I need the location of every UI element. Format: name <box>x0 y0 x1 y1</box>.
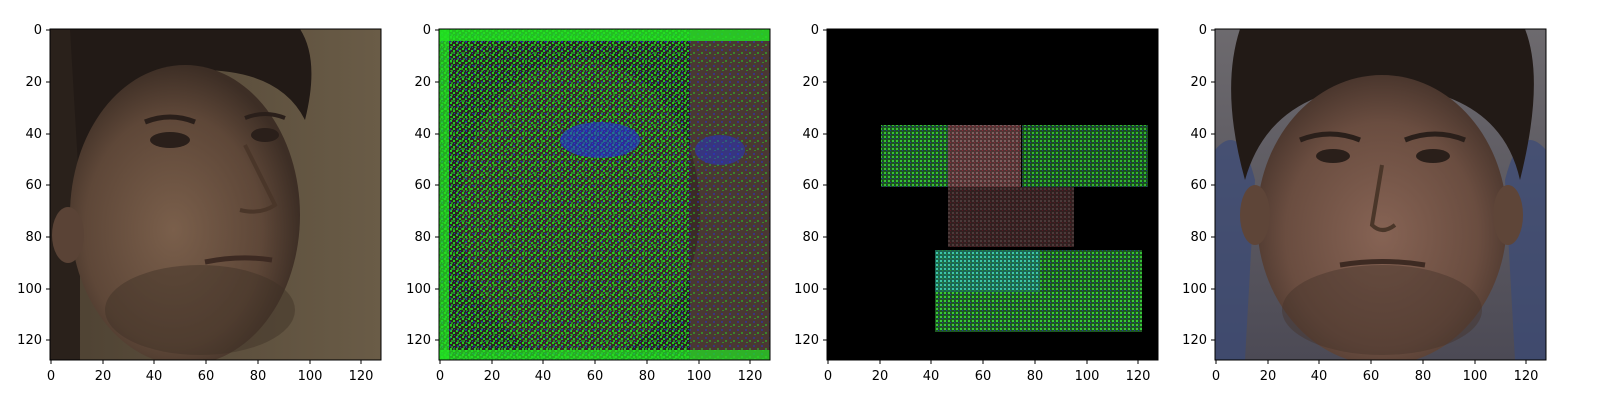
y-tick-label: 100 <box>1182 282 1207 297</box>
block-patches-image <box>827 29 1158 360</box>
panel-source-face: 0 20 40 60 80 100 120 0 20 40 60 80 100 … <box>17 23 382 384</box>
x-tick-label: 80 <box>1027 369 1044 384</box>
y-tick-label: 0 <box>1199 23 1207 38</box>
y-tick-label: 20 <box>1190 75 1207 90</box>
panel-block-patches: 0 20 40 60 80 100 120 0 20 40 60 80 100 … <box>794 23 1159 384</box>
y-tick-label: 60 <box>1190 178 1207 193</box>
x-tick-label: 60 <box>587 369 604 384</box>
y-tick-label: 0 <box>811 23 819 38</box>
x-tick-label: 60 <box>1363 369 1380 384</box>
x-tick-label: 0 <box>824 369 832 384</box>
source-face-image <box>50 29 381 360</box>
panel-block-patches-y-ticks: 0 20 40 60 80 100 120 <box>794 23 827 348</box>
panel-source-face-y-ticks: 0 20 40 60 80 100 120 <box>17 23 50 348</box>
panel-noise-overlay: 0 20 40 60 80 100 120 0 20 40 60 80 100 … <box>406 23 771 384</box>
y-tick-label: 80 <box>25 230 42 245</box>
x-tick-label: 120 <box>738 369 763 384</box>
y-tick-label: 80 <box>802 230 819 245</box>
y-tick-label: 0 <box>34 23 42 38</box>
x-tick-label: 120 <box>1514 369 1539 384</box>
x-tick-label: 80 <box>1415 369 1432 384</box>
x-tick-label: 20 <box>95 369 112 384</box>
y-tick-label: 60 <box>414 178 431 193</box>
x-tick-label: 0 <box>1212 369 1220 384</box>
panel-noise-overlay-y-ticks: 0 20 40 60 80 100 120 <box>406 23 439 348</box>
x-tick-label: 100 <box>687 369 712 384</box>
y-tick-label: 40 <box>802 127 819 142</box>
x-tick-label: 0 <box>436 369 444 384</box>
y-tick-label: 40 <box>25 127 42 142</box>
x-tick-label: 80 <box>639 369 656 384</box>
x-tick-label: 60 <box>198 369 215 384</box>
y-tick-label: 80 <box>414 230 431 245</box>
y-tick-label: 40 <box>414 127 431 142</box>
x-tick-label: 80 <box>250 369 267 384</box>
y-tick-label: 120 <box>1182 333 1207 348</box>
target-face-image <box>1215 29 1546 360</box>
x-tick-label: 20 <box>872 369 889 384</box>
x-tick-label: 20 <box>484 369 501 384</box>
panel-source-face-x-ticks: 0 20 40 60 80 100 120 <box>47 360 374 384</box>
panel-target-face-x-ticks: 0 20 40 60 80 100 120 <box>1212 360 1539 384</box>
y-tick-label: 100 <box>794 282 819 297</box>
x-tick-label: 40 <box>1311 369 1328 384</box>
x-tick-label: 120 <box>1126 369 1151 384</box>
noise-overlay-image <box>439 29 770 360</box>
y-tick-label: 60 <box>802 178 819 193</box>
y-tick-label: 100 <box>406 282 431 297</box>
x-tick-label: 0 <box>47 369 55 384</box>
x-tick-label: 60 <box>975 369 992 384</box>
panel-target-face: 0 20 40 60 80 100 120 0 20 40 60 80 100 … <box>1182 23 1547 384</box>
x-tick-label: 100 <box>1463 369 1488 384</box>
y-tick-label: 20 <box>414 75 431 90</box>
panel-block-patches-x-ticks: 0 20 40 60 80 100 120 <box>824 360 1151 384</box>
x-tick-label: 100 <box>298 369 323 384</box>
y-tick-label: 20 <box>802 75 819 90</box>
y-tick-label: 40 <box>1190 127 1207 142</box>
x-tick-label: 40 <box>535 369 552 384</box>
y-tick-label: 20 <box>25 75 42 90</box>
y-tick-label: 0 <box>423 23 431 38</box>
x-tick-label: 20 <box>1260 369 1277 384</box>
x-tick-label: 40 <box>923 369 940 384</box>
y-tick-label: 120 <box>17 333 42 348</box>
y-tick-label: 60 <box>25 178 42 193</box>
x-tick-label: 100 <box>1075 369 1100 384</box>
y-tick-label: 80 <box>1190 230 1207 245</box>
x-tick-label: 40 <box>146 369 163 384</box>
panel-noise-overlay-x-ticks: 0 20 40 60 80 100 120 <box>436 360 763 384</box>
x-tick-label: 120 <box>349 369 374 384</box>
y-tick-label: 100 <box>17 282 42 297</box>
panel-target-face-y-ticks: 0 20 40 60 80 100 120 <box>1182 23 1215 348</box>
y-tick-label: 120 <box>794 333 819 348</box>
y-tick-label: 120 <box>406 333 431 348</box>
